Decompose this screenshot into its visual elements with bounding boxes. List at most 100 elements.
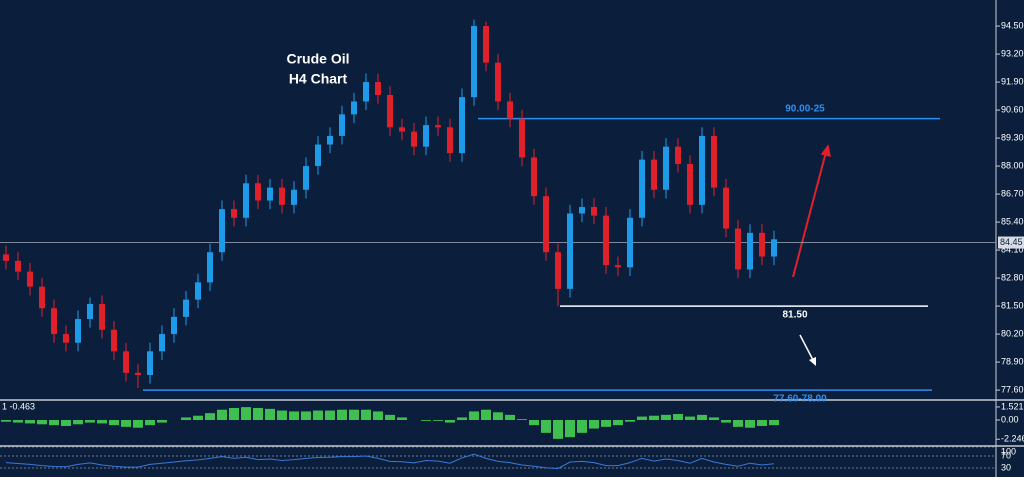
candle-body	[267, 187, 273, 201]
macd-bar	[397, 417, 407, 420]
candle-body	[63, 334, 69, 343]
macd-bar	[601, 420, 611, 427]
down-arrow-head	[809, 357, 816, 366]
macd-bar	[193, 415, 203, 420]
rsi-tick-label: 100	[1001, 446, 1016, 456]
candle-body	[579, 207, 585, 214]
candle-body	[87, 303, 93, 320]
chart-title: Crude Oil	[286, 51, 349, 67]
y-tick-label: 81.50	[1001, 300, 1024, 310]
macd-label: 1 -0.463	[2, 401, 35, 411]
macd-bar	[253, 408, 263, 420]
candle-body	[507, 101, 513, 119]
down-arrow	[799, 334, 814, 361]
candle-body	[615, 265, 621, 268]
macd-bar	[49, 420, 59, 426]
candle-body	[39, 286, 45, 309]
macd-bar	[301, 411, 311, 420]
macd-bar	[109, 420, 119, 426]
macd-bar	[121, 420, 131, 427]
macd-tick-label: -2.246	[1001, 434, 1024, 444]
macd-bar	[241, 407, 251, 420]
y-tick-label: 88.00	[1001, 160, 1024, 170]
candle-body	[123, 351, 129, 373]
candle-body	[111, 329, 117, 352]
current-price-box	[998, 236, 1024, 249]
y-tick-label: 93.20	[1001, 48, 1024, 58]
macd-bar	[421, 420, 431, 421]
macd-bar	[733, 420, 743, 427]
macd-bar	[133, 420, 143, 428]
macd-bar	[505, 414, 515, 420]
candle-body	[399, 127, 405, 132]
macd-bar	[445, 420, 455, 423]
macd-bar	[685, 416, 695, 420]
rsi-tick-label: 30	[1001, 462, 1011, 472]
macd-bar	[553, 420, 563, 439]
macd-bar	[349, 409, 359, 420]
candle-body	[171, 316, 177, 335]
y-tick-label: 78.90	[1001, 356, 1024, 366]
candle-body	[423, 125, 429, 147]
candle-body	[183, 299, 189, 317]
y-tick-label: 80.20	[1001, 328, 1024, 338]
rsi-tick-label: 70	[1001, 450, 1011, 460]
candle-body	[75, 319, 81, 343]
macd-bar	[757, 420, 767, 426]
candle-body	[435, 125, 441, 128]
macd-bar	[541, 420, 551, 433]
candle-body	[723, 187, 729, 229]
candle-body	[375, 82, 381, 95]
macd-bar	[469, 411, 479, 420]
candle-body	[495, 62, 501, 102]
y-tick-label: 86.70	[1001, 188, 1024, 198]
macd-bar	[589, 420, 599, 429]
macd-bar	[361, 409, 371, 420]
y-tick-label: 77.60	[1001, 384, 1024, 394]
macd-bar	[385, 414, 395, 420]
candle-body	[327, 135, 333, 145]
y-tick-label: 82.80	[1001, 272, 1024, 282]
macd-bar	[325, 410, 335, 420]
candle-body	[567, 213, 573, 289]
candle-body	[543, 196, 549, 253]
y-tick-label: 94.50	[1001, 20, 1024, 30]
candle-body	[591, 207, 597, 216]
macd-bar	[13, 420, 23, 423]
macd-bar	[697, 414, 707, 420]
candle-body	[219, 209, 225, 253]
candle-body	[411, 131, 417, 147]
macd-bar	[721, 420, 731, 423]
y-tick-label: 84.10	[1001, 244, 1024, 254]
macd-bar	[481, 409, 491, 420]
macd-bar	[457, 417, 467, 420]
candle-body	[3, 254, 9, 261]
candle-body	[315, 144, 321, 167]
macd-bar	[433, 420, 443, 421]
macd-bar	[709, 417, 719, 420]
candle-body	[483, 26, 489, 63]
candle-body	[135, 372, 141, 376]
macd-bar	[85, 420, 95, 423]
macd-bar	[769, 420, 779, 426]
macd-bar	[673, 414, 683, 420]
candle-body	[639, 159, 645, 218]
candle-body	[159, 334, 165, 352]
macd-bar	[37, 420, 47, 425]
up-arrow-head	[820, 144, 831, 158]
macd-bar	[649, 415, 659, 420]
candle-body	[231, 209, 237, 218]
candle-body	[471, 26, 477, 98]
macd-bar	[337, 409, 347, 420]
level-label: 81.50	[782, 310, 807, 321]
candle-body	[699, 135, 705, 205]
macd-tick-label: 1.521	[1001, 401, 1024, 411]
candle-body	[303, 166, 309, 190]
y-tick-label: 91.90	[1001, 76, 1024, 86]
macd-bar	[229, 408, 239, 420]
candle-body	[459, 97, 465, 154]
candle-body	[27, 271, 33, 287]
candle-body	[255, 183, 261, 201]
